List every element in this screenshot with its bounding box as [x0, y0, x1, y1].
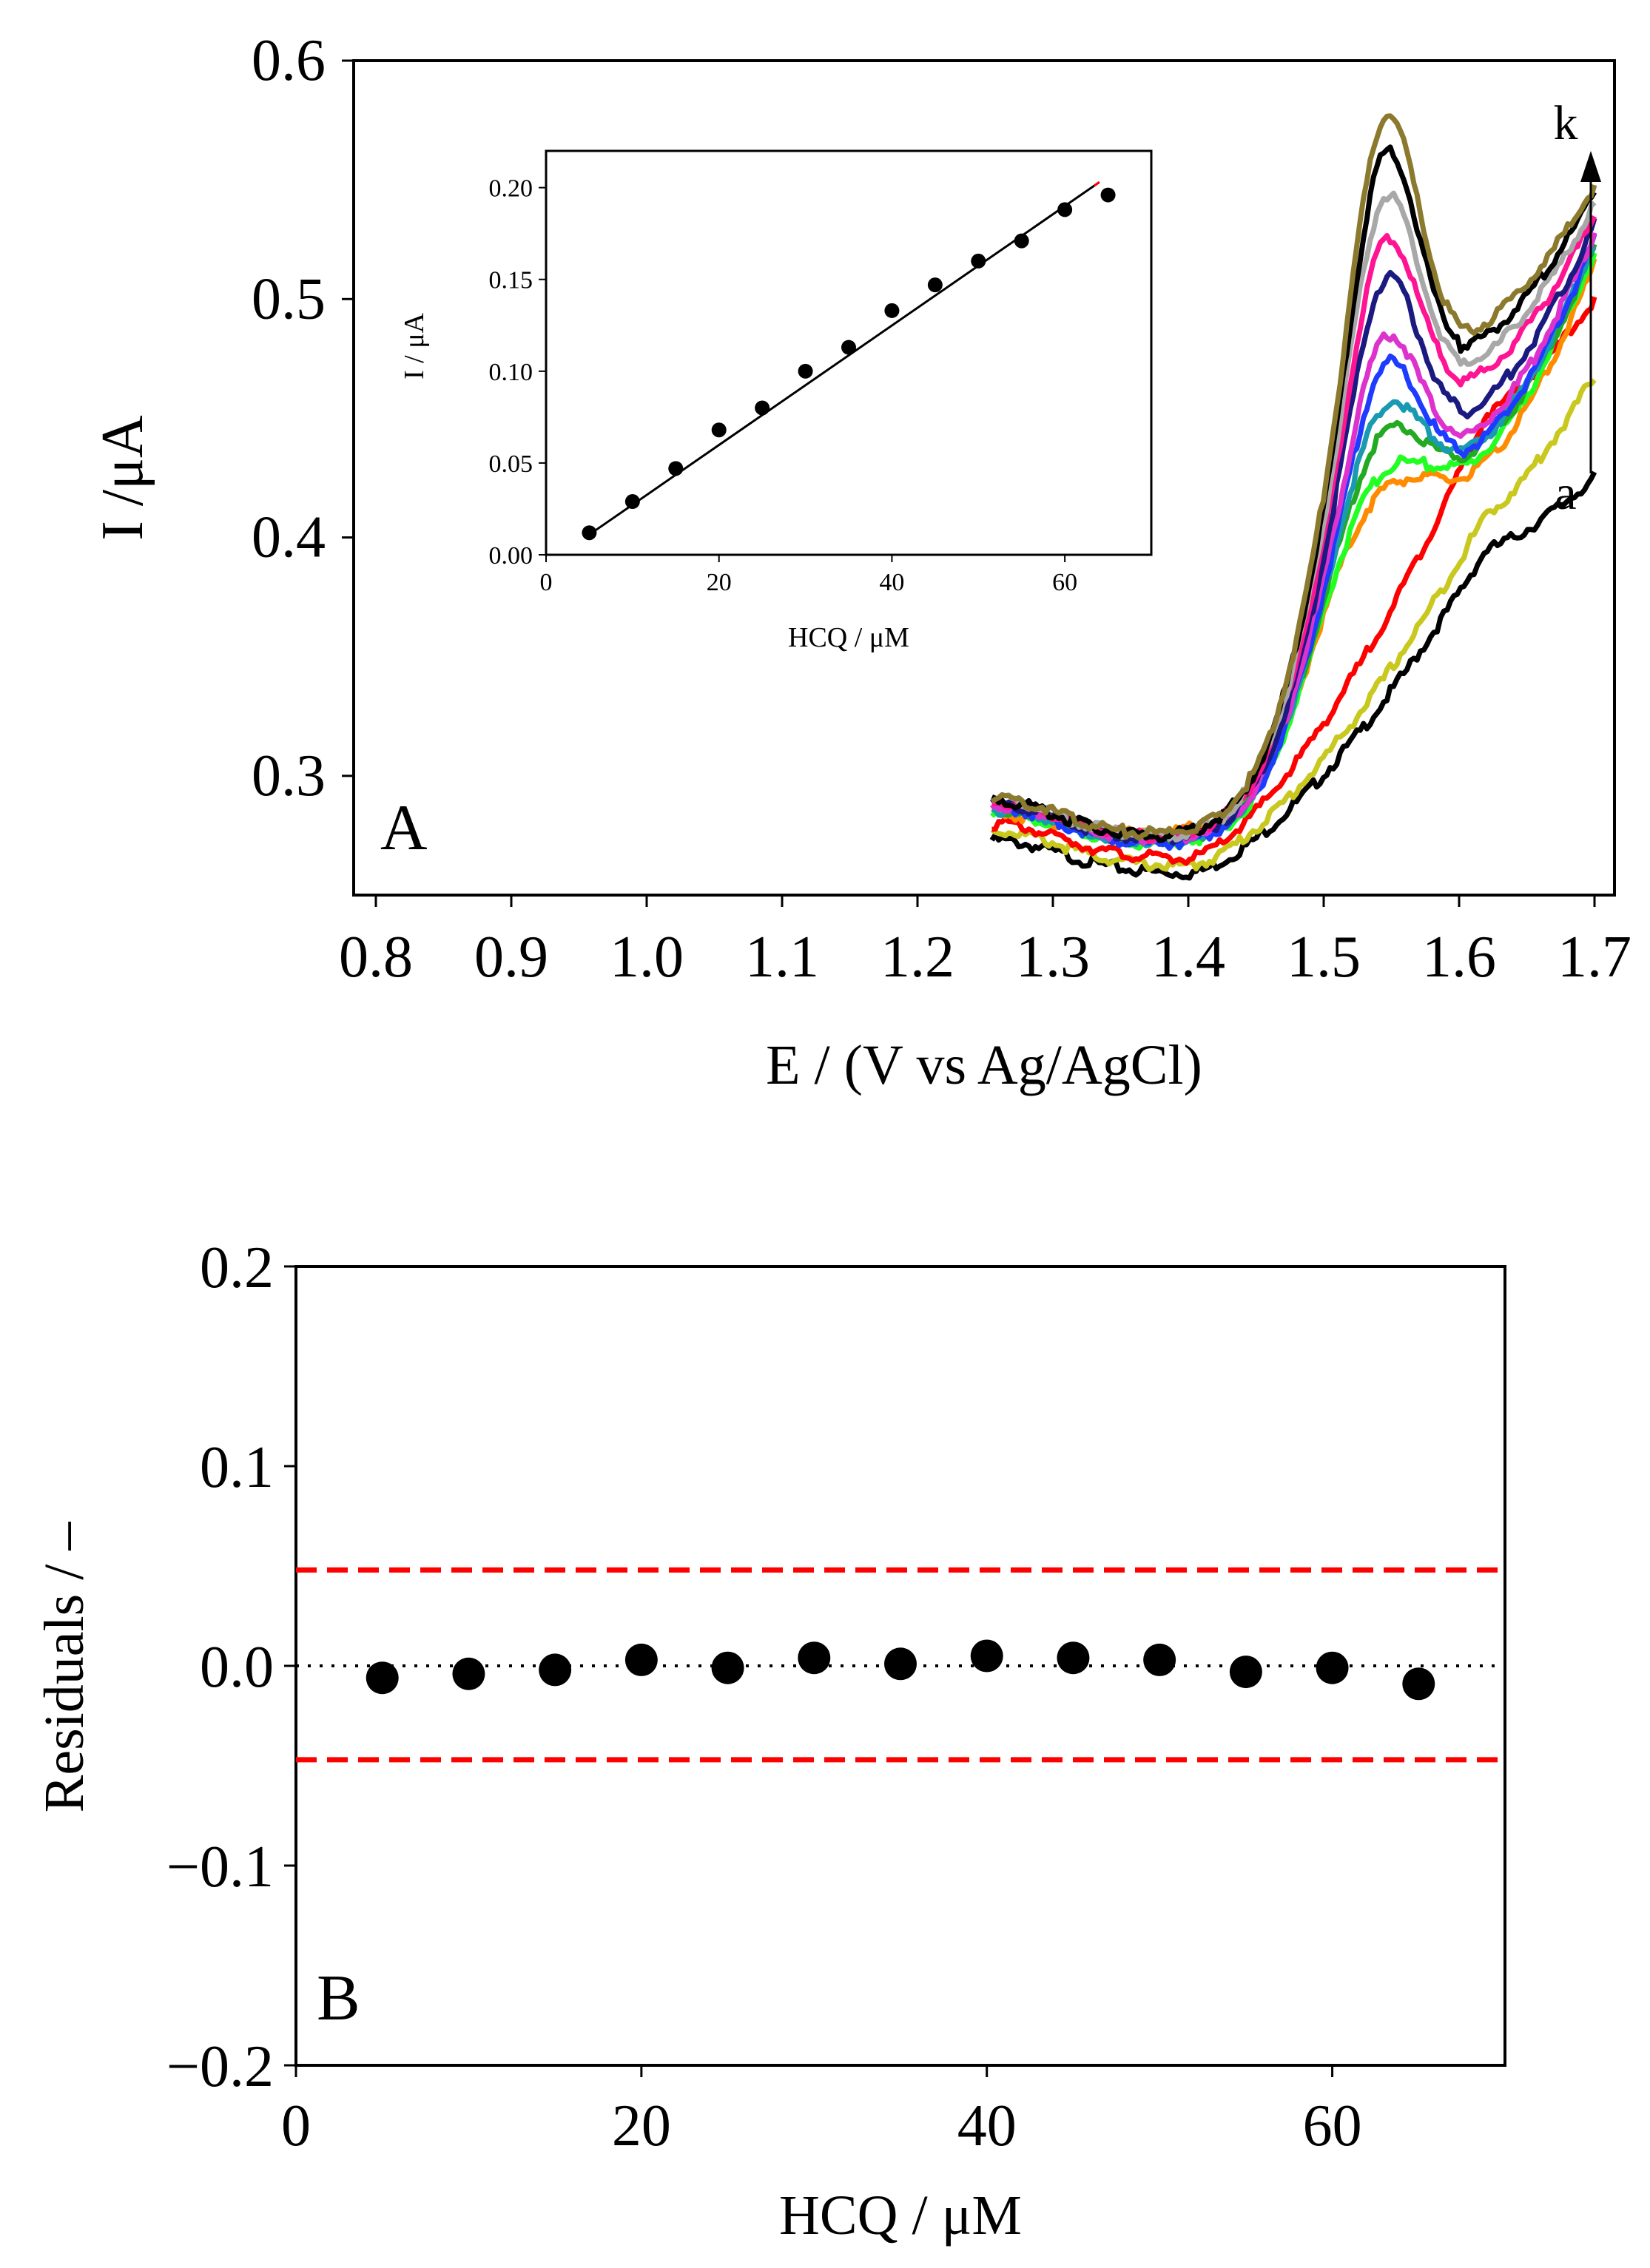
panel-b-y-tick-label: −0.1 — [166, 1835, 274, 1900]
panel-a-y-tick-label: 0.6 — [252, 28, 326, 93]
panel-a-x-tick-label: 1.2 — [880, 925, 954, 990]
panel-a-x-tick-label: 0.9 — [474, 925, 548, 990]
inset-data-point — [711, 422, 727, 438]
inset-data-point — [884, 303, 900, 318]
inset-data-point — [755, 400, 770, 416]
panel-a-frame — [352, 59, 1616, 897]
inset-y-label: I / μA — [399, 312, 430, 379]
panel-a-x-tick-label: 1.7 — [1558, 925, 1632, 990]
voltammogram-curve-k4 — [990, 113, 1597, 841]
panel-a-curves — [989, 113, 1597, 881]
residual-point — [1402, 1667, 1435, 1701]
residual-point — [711, 1651, 744, 1684]
inset-data-point — [1057, 202, 1073, 217]
panel-b-label: B — [317, 1962, 360, 2034]
annotation-top-k: k — [1554, 96, 1578, 150]
panel-a-y-tick-label: 0.4 — [252, 505, 326, 570]
inset-x-tick-label: 20 — [707, 569, 732, 596]
residual-point — [452, 1657, 485, 1690]
panel-a-x-tick-label: 0.8 — [339, 925, 413, 990]
residual-point — [1057, 1641, 1090, 1675]
residual-point — [1143, 1643, 1176, 1676]
panel-a-y-ticks: 0.3 0.4 0.5 0.6 — [252, 28, 354, 809]
inset-data-point — [841, 340, 856, 355]
panel-a-x-label: E / (V vs Ag/AgCl) — [766, 1034, 1202, 1096]
residual-point — [366, 1661, 399, 1695]
inset-y-tick-label: 0.10 — [489, 359, 533, 386]
inset-points — [582, 187, 1116, 541]
panel-b-x-label: HCQ / μM — [779, 2184, 1022, 2247]
panel-b: 0 20 40 60 −0.2 −0.1 0.0 0.1 0.2 HCQ / μM Resid… — [33, 1235, 1506, 2247]
inset-data-point — [624, 494, 640, 510]
inset-x-tick-label: 0 — [540, 569, 553, 596]
panel-b-x-ticks: 0 20 40 60 — [281, 2065, 1362, 2159]
inset-data-point — [668, 461, 684, 476]
inset-x-tick-label: 60 — [1052, 569, 1077, 596]
inset-y-ticks: 0.00 0.05 0.10 0.15 0.20 — [489, 175, 546, 570]
panel-b-y-tick-label: 0.0 — [200, 1635, 274, 1700]
panel-b-y-tick-label: 0.1 — [200, 1435, 274, 1500]
panel-a: 0.8 0.9 1.0 1.1 1.2 1.3 1.4 1.5 1.6 1.7 0.3 0.4 0.5… — [90, 28, 1632, 1096]
panel-a-x-tick-label: 1.3 — [1016, 925, 1090, 990]
inset-data-point — [798, 363, 813, 379]
panel-b-points — [366, 1639, 1435, 1701]
panel-b-x-tick-label: 20 — [612, 2093, 671, 2159]
panel-b-x-tick-label: 40 — [957, 2093, 1017, 2159]
inset-y-tick-label: 0.15 — [489, 267, 533, 294]
panel-a-label: A — [380, 792, 428, 864]
panel-a-x-ticks: 0.8 0.9 1.0 1.1 1.2 1.3 1.4 1.5 1.6 1.7 — [339, 895, 1632, 990]
panel-b-y-ticks: −0.2 −0.1 0.0 0.1 0.2 — [166, 1235, 296, 2099]
trend-arrow-head — [1580, 151, 1601, 182]
residual-point — [624, 1643, 658, 1676]
inset-data-point — [1100, 187, 1116, 203]
inset-x-label: HCQ / μM — [788, 622, 909, 653]
panel-b-x-tick-label: 0 — [281, 2093, 311, 2159]
panel-b-y-tick-label: 0.2 — [200, 1235, 274, 1300]
residual-point — [970, 1639, 1003, 1673]
inset-data-point — [1014, 233, 1029, 249]
panel-a-y-tick-label: 0.5 — [252, 266, 326, 331]
inset-data-point — [927, 277, 943, 293]
residual-point — [884, 1647, 917, 1681]
residual-point — [1229, 1656, 1262, 1689]
residual-point — [1316, 1651, 1349, 1684]
inset-chart: 0 20 40 60 0.00 0.05 0.10 0.15 0.20 HCQ / μM I … — [399, 149, 1153, 653]
panel-a-y-tick-label: 0.3 — [252, 743, 326, 809]
panel-a-x-tick-label: 1.1 — [745, 925, 819, 990]
inset-x-ticks: 0 20 40 60 — [540, 555, 1077, 596]
panel-a-y-label: I /μA — [90, 415, 155, 541]
residual-point — [539, 1653, 572, 1687]
panel-b-y-label: Residuals / – — [33, 1522, 95, 1813]
inset-y-tick-label: 0.20 — [489, 175, 533, 203]
annotation-bottom-a: a — [1555, 466, 1576, 520]
panel-a-x-tick-label: 1.4 — [1151, 925, 1225, 990]
panel-b-x-tick-label: 60 — [1303, 2093, 1362, 2159]
inset-y-tick-label: 0.05 — [489, 450, 533, 478]
panel-a-x-tick-label: 1.6 — [1422, 925, 1496, 990]
inset-fit-line-end — [1094, 180, 1100, 187]
residual-point — [798, 1641, 831, 1675]
inset-x-tick-label: 40 — [879, 569, 904, 596]
panel-a-x-tick-label: 1.0 — [610, 925, 684, 990]
inset-data-point — [582, 525, 597, 541]
panel-a-x-tick-label: 1.5 — [1287, 925, 1361, 990]
voltammogram-curve-c — [991, 296, 1597, 866]
panel-b-y-tick-label: −0.2 — [166, 2034, 274, 2099]
inset-y-tick-label: 0.00 — [489, 542, 533, 570]
inset-data-point — [971, 253, 986, 269]
